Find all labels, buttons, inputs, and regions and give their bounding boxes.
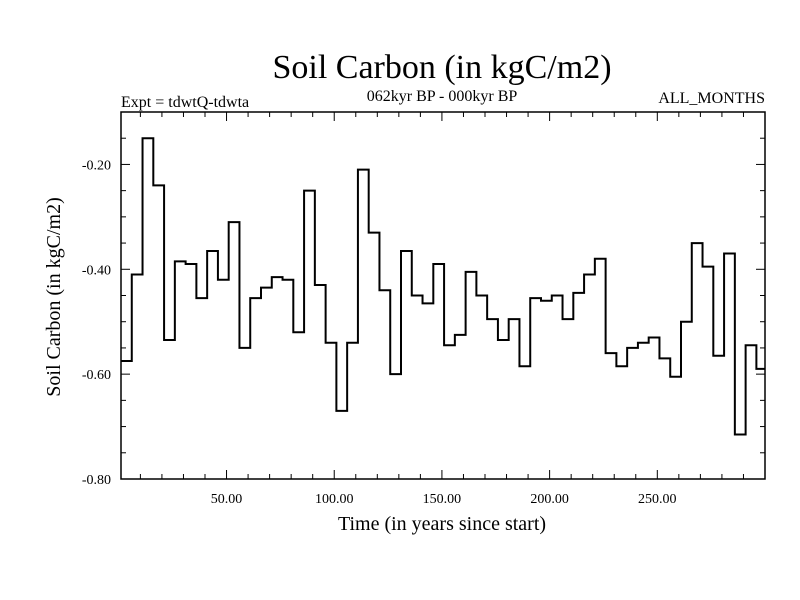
axis-ticks xyxy=(121,111,766,480)
months-label: ALL_MONTHS xyxy=(658,90,765,107)
x-tick-label: 100.00 xyxy=(315,492,354,507)
y-tick-label: -0.40 xyxy=(82,263,111,278)
y-tick-label: -0.80 xyxy=(82,473,111,488)
period-label: 062kyr BP - 000kyr BP xyxy=(367,88,518,105)
tick-labels: 50.00 100.00 150.00 200.00 250.00 -0.20 -0.40 -… xyxy=(82,158,677,507)
plot-frame xyxy=(120,111,766,480)
y-axis-label: Soil Carbon (in kgC/m2) xyxy=(43,197,65,396)
y-tick-label: -0.60 xyxy=(82,368,111,383)
series-layer xyxy=(121,137,765,436)
x-tick-label: 150.00 xyxy=(423,492,462,507)
y-tick-label: -0.20 xyxy=(82,158,111,173)
x-axis-label: Time (in years since start) xyxy=(338,513,546,535)
chart-title: Soil Carbon (in kgC/m2) xyxy=(272,49,611,86)
x-tick-label: 200.00 xyxy=(530,492,569,507)
x-tick-label: 250.00 xyxy=(638,492,677,507)
series-line xyxy=(121,137,765,436)
experiment-label: Expt = tdwtQ-tdwta xyxy=(121,94,249,111)
x-tick-label: 50.00 xyxy=(211,492,243,507)
